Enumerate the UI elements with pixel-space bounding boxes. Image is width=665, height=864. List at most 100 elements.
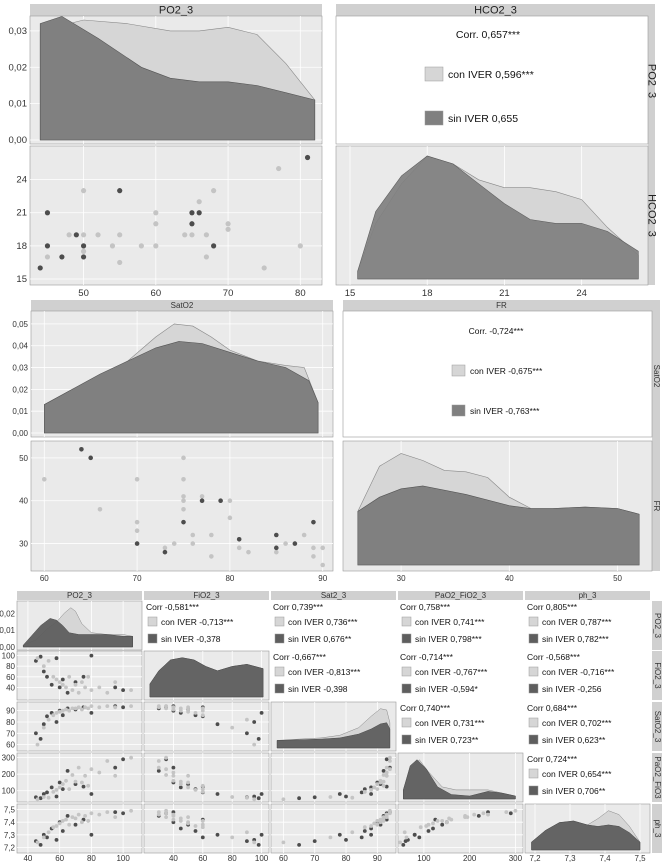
legend-con-swatch — [401, 666, 412, 677]
point-sin — [89, 711, 94, 715]
strip-bottom-right-3 — [652, 753, 662, 802]
xtick-label: 40 — [23, 854, 32, 863]
xtick-label: 40 — [169, 854, 178, 863]
point-con — [388, 759, 392, 763]
point-sin — [89, 792, 94, 796]
point-sin — [440, 822, 445, 827]
point-con — [375, 822, 380, 827]
point-sin — [45, 835, 49, 840]
strip-right-fr-label: FR — [652, 501, 661, 512]
point-con — [153, 243, 159, 249]
point-con — [80, 707, 84, 712]
point-sin — [73, 822, 78, 827]
point-sin — [54, 838, 59, 842]
strip-bottom-right-0 — [652, 601, 662, 650]
point-con — [60, 708, 65, 713]
point-sin — [80, 254, 87, 260]
point-sin — [431, 826, 435, 831]
point-con — [113, 773, 118, 778]
point-con — [35, 742, 40, 747]
point-sin — [189, 210, 195, 216]
point-sin — [196, 210, 202, 216]
point-con — [504, 810, 509, 814]
scatter-panel-3-2 — [270, 752, 397, 803]
point-con — [66, 232, 72, 238]
legend-con-swatch — [401, 616, 412, 627]
point-con — [236, 545, 242, 551]
point-con — [57, 785, 62, 790]
point-con — [83, 705, 87, 710]
point-con — [440, 819, 445, 823]
point-con — [35, 797, 40, 802]
point-sin — [311, 519, 316, 525]
point-sin — [38, 796, 43, 801]
point-con — [70, 706, 75, 711]
xtick-label: 70 — [310, 854, 319, 863]
point-sin — [304, 154, 311, 161]
point-con — [404, 835, 409, 840]
point-sin — [256, 843, 261, 847]
strip-bottom-2-label: Sat2_3 — [321, 591, 347, 600]
density-sin-sato2 — [44, 341, 319, 434]
scatter-panel-4-2 — [270, 803, 397, 854]
point-con — [311, 554, 316, 559]
point-con — [281, 840, 286, 845]
point-con — [281, 797, 286, 802]
point-sin — [60, 787, 65, 791]
point-con — [41, 795, 46, 799]
legend-sin-swatch — [528, 785, 539, 796]
ytick-label: 7,3 — [4, 831, 16, 840]
xtick-label: 90 — [318, 574, 327, 583]
ytick-label: 0,05 — [12, 320, 28, 329]
point-con — [64, 685, 68, 690]
point-sin — [89, 653, 94, 658]
strip-top-po2-label: PO2_3 — [159, 4, 193, 16]
point-con — [153, 221, 159, 227]
strip-top-hco2 — [336, 4, 655, 16]
point-con — [41, 664, 46, 669]
corr-sin: sin IVER -0,594* — [415, 684, 479, 694]
point-sin — [38, 654, 43, 659]
point-con — [164, 755, 169, 760]
point-con — [435, 819, 440, 823]
point-con — [225, 221, 231, 227]
point-sin — [121, 705, 125, 710]
point-sin — [218, 498, 223, 504]
xtick-label: 70 — [223, 288, 234, 299]
point-con — [190, 541, 196, 546]
xtick-label: 60 — [151, 288, 162, 299]
point-con — [113, 815, 118, 819]
ytick-label: 0,00 — [9, 135, 28, 146]
ytick-label: 21 — [16, 208, 27, 219]
legend-con-swatch — [528, 768, 539, 779]
point-con — [64, 778, 68, 783]
point-con — [80, 680, 84, 684]
point-con — [203, 232, 209, 238]
point-con — [463, 815, 467, 819]
point-con — [73, 682, 78, 687]
point-con — [134, 476, 140, 482]
corr-con-top: con IVER 0,596*** — [448, 69, 534, 81]
point-con — [105, 690, 110, 695]
xtick-label: 80 — [225, 574, 234, 583]
xtick-label: 300 — [509, 854, 523, 863]
strip-bottom-right-2 — [652, 702, 662, 751]
point-sin — [60, 677, 65, 682]
corr-overall: Corr 0,724*** — [527, 754, 578, 764]
point-sin — [359, 790, 364, 795]
density-sin-hco2 — [357, 155, 639, 280]
point-sin — [45, 714, 49, 719]
xtick-label: 60 — [279, 854, 288, 863]
ytick-label: 50 — [19, 454, 28, 463]
scatter-panel-po2-hco2 — [29, 145, 323, 286]
xtick-label: 80 — [228, 854, 237, 863]
xtick-label: 15 — [345, 288, 356, 299]
point-con — [369, 788, 373, 792]
point-con — [227, 515, 233, 521]
point-sin — [49, 785, 54, 790]
strip-bottom-right-0-label: PO2_3 — [653, 613, 662, 638]
point-con — [320, 562, 326, 568]
density-sin-4 — [531, 820, 641, 851]
point-con — [227, 498, 233, 504]
point-con — [46, 795, 51, 800]
